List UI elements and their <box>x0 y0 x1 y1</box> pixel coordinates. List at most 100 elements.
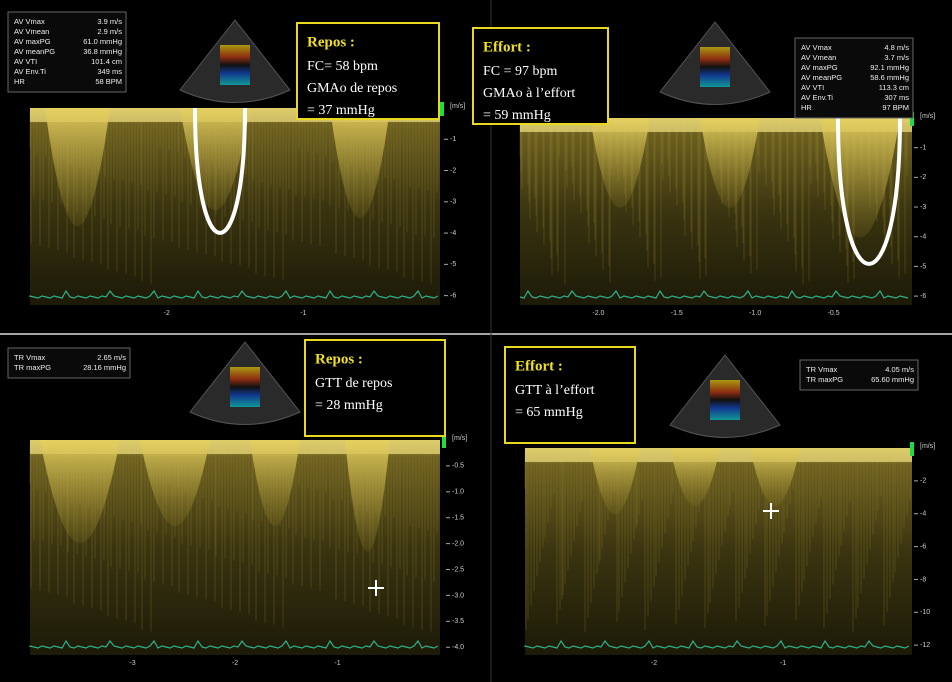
box-title: Repos : <box>307 34 355 50</box>
measurement-value: 2.9 m/s <box>97 27 122 36</box>
scale-tick-label: -4 <box>920 511 926 518</box>
measurement-label: AV VTI <box>801 83 824 92</box>
measurement-value: 4.8 m/s <box>884 43 909 52</box>
measurement-label: TR maxPG <box>806 375 843 384</box>
measurement-label: TR maxPG <box>14 363 51 372</box>
scale-tick-label: -2.0 <box>452 540 464 547</box>
measurement-label: HR <box>14 77 25 86</box>
scale-tick-label: -10 <box>920 609 930 616</box>
box-line: GMAo de repos <box>307 81 397 96</box>
measurement-value: 307 ms <box>884 93 909 102</box>
measurement-value: 92.1 mmHg <box>870 63 909 72</box>
measurement-value: 2.65 m/s <box>97 353 126 362</box>
time-tick-label: -2.0 <box>592 310 604 317</box>
scale-unit: [m/s] <box>920 113 935 120</box>
time-tick-label: -2 <box>232 660 238 667</box>
time-tick-label: -2 <box>164 310 170 317</box>
measurement-label: AV Env.Ti <box>14 67 46 76</box>
scale-tick-label: -2.5 <box>452 566 464 573</box>
measurement-value: 58 BPM <box>95 77 122 86</box>
box-line: GTT de repos <box>315 376 393 391</box>
time-tick-label: -2 <box>651 660 657 667</box>
measurement-value: 65.60 mmHg <box>871 375 914 384</box>
measurement-value: 113.3 cm <box>879 83 909 92</box>
figure: [m/s] -1 -2 -3 -4 -5 -6 -2 -1 AV Vmax 3.9 m/s AV Vm… <box>0 0 952 682</box>
scale-tick-label: -6 <box>920 543 926 550</box>
measurement-label: AV Vmean <box>14 27 49 36</box>
measurement-label: AV maxPG <box>801 63 838 72</box>
box-title: Effort : <box>515 358 563 374</box>
box-line: GMAo à l’effort <box>483 86 575 101</box>
measurement-value: 28.16 mmHg <box>83 363 126 372</box>
box-line: FC= 58 bpm <box>307 59 378 74</box>
scale-tick-label: -4.0 <box>452 644 464 651</box>
box-line: GTT à l’effort <box>515 383 595 398</box>
measurement-value: 58.6 mmHg <box>870 73 909 82</box>
annotation-box: Effort : GTT à l’effort = 65 mmHg <box>505 347 635 443</box>
scale-tick-label: -2 <box>920 478 926 485</box>
measurement-value: 36.8 mmHg <box>83 47 122 56</box>
box-line: FC = 97 bpm <box>483 64 558 79</box>
measurement-value: 349 ms <box>97 67 122 76</box>
scale-tick-label: -1 <box>920 145 926 152</box>
box-line: = 59 mmHg <box>483 108 551 123</box>
scale-tick-label: -1.0 <box>452 489 464 496</box>
scale-unit: [m/s] <box>920 443 935 450</box>
measurement-label: AV meanPG <box>801 73 842 82</box>
scale-tick-label: -3 <box>450 199 456 206</box>
scale-tick-label: -12 <box>920 642 930 649</box>
measurement-label: AV meanPG <box>14 47 55 56</box>
time-tick-label: -1 <box>334 660 340 667</box>
scale-tick-label: -2 <box>920 174 926 181</box>
scale-tick-label: -3 <box>920 204 926 211</box>
time-tick-label: -3 <box>129 660 135 667</box>
box-line: = 28 mmHg <box>315 398 383 413</box>
scale-tick-label: -5 <box>920 263 926 270</box>
annotation-box: Repos : FC= 58 bpm GMAo de repos = 37 mmHg <box>297 23 439 119</box>
scale-tick-label: -0.5 <box>452 463 464 470</box>
echo-composite: [m/s] -1 -2 -3 -4 -5 -6 -2 -1 AV Vmax 3.9 m/s AV Vm… <box>0 0 952 682</box>
color-doppler <box>700 47 730 87</box>
box-line: = 37 mmHg <box>307 103 375 118</box>
color-doppler <box>230 367 260 407</box>
scale-tick-label: -6 <box>450 292 456 299</box>
scale-tick-label: -4 <box>920 234 926 241</box>
scale-unit: [m/s] <box>450 103 465 110</box>
measurement-label: TR Vmax <box>14 353 46 362</box>
measurement-label: AV Vmax <box>14 17 45 26</box>
box-title: Repos : <box>315 351 363 367</box>
time-tick-label: -1 <box>780 660 786 667</box>
scale-tick-label: -4 <box>450 230 456 237</box>
scale-marker <box>440 102 444 116</box>
box-title: Effort : <box>483 39 531 55</box>
scale-tick-label: -2 <box>450 167 456 174</box>
box-line: = 65 mmHg <box>515 405 583 420</box>
scale-tick-label: -1 <box>450 136 456 143</box>
measurement-label: AV Vmean <box>801 53 836 62</box>
measurement-value: 101.4 cm <box>91 57 122 66</box>
scale-unit: [m/s] <box>452 435 467 442</box>
annotation-box: Effort : FC = 97 bpm GMAo à l’effort = 59 m… <box>473 28 608 124</box>
measurement-label: TR Vmax <box>806 365 838 374</box>
color-doppler <box>220 45 250 85</box>
measurement-label: AV maxPG <box>14 37 51 46</box>
measurement-value: 3.7 m/s <box>884 53 909 62</box>
scale-tick-label: -6 <box>920 293 926 300</box>
time-tick-label: -1.0 <box>749 310 761 317</box>
time-tick-label: -1 <box>300 310 306 317</box>
measurement-value: 3.9 m/s <box>97 17 122 26</box>
measurement-value: 4.05 m/s <box>885 365 914 374</box>
measurement-label: AV Env.Ti <box>801 93 833 102</box>
scale-tick-label: -8 <box>920 576 926 583</box>
scale-marker <box>910 442 914 456</box>
measurement-label: AV Vmax <box>801 43 832 52</box>
scale-tick-label: -3.5 <box>452 618 464 625</box>
scale-tick-label: -5 <box>450 261 456 268</box>
annotation-box: Repos : GTT de repos = 28 mmHg <box>305 340 445 436</box>
measurement-value: 97 BPM <box>882 103 909 112</box>
color-doppler <box>710 380 740 420</box>
scale-tick-label: -1.5 <box>452 515 464 522</box>
scale-tick-label: -3.0 <box>452 592 464 599</box>
measurement-label: HR <box>801 103 812 112</box>
time-tick-label: -1.5 <box>671 310 683 317</box>
